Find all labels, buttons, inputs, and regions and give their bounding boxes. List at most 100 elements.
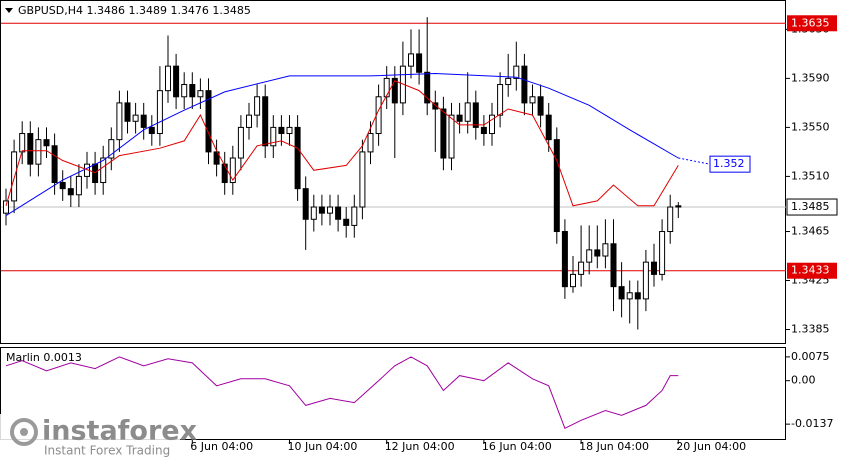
candle-body <box>505 77 512 86</box>
candle-body <box>489 114 495 135</box>
x-tick-label: 18 Jun 04:00 <box>579 440 649 453</box>
watermark: instaforex Instant Forex Trading <box>0 414 197 459</box>
candle-body <box>602 243 609 257</box>
candle-body <box>140 114 147 128</box>
candle-body <box>43 139 50 147</box>
candle-body <box>513 65 520 79</box>
candle-body <box>497 84 504 116</box>
candle-body <box>246 114 252 128</box>
level-label: 1.3635 <box>791 16 830 29</box>
candle-body <box>456 114 463 122</box>
candle-body <box>521 65 528 104</box>
main-panel-frame <box>0 0 786 344</box>
candle-body <box>173 65 180 98</box>
candle-body <box>383 77 390 98</box>
indicator-title: Marlin 0.0013 <box>6 351 82 364</box>
level-label-box <box>787 262 837 279</box>
candle-body <box>67 188 74 196</box>
candle-body <box>586 249 593 263</box>
candle-body <box>237 126 244 159</box>
y-tick-label: 1.3550 <box>791 120 830 133</box>
candle-body <box>553 139 560 233</box>
candle-body <box>221 163 228 184</box>
candle-body <box>578 261 585 275</box>
candle-body <box>594 249 601 257</box>
candle-body <box>359 151 366 208</box>
candle-body <box>561 231 568 288</box>
candle-body <box>416 53 423 73</box>
candle-body <box>278 126 285 135</box>
candle-body <box>618 286 625 300</box>
ma-projection <box>678 157 711 165</box>
watermark-tagline: Instant Forex Trading <box>44 444 170 458</box>
candle-body <box>343 218 350 226</box>
y-tick-label: 1.3510 <box>791 169 830 182</box>
candle-body <box>294 126 301 190</box>
candle-body <box>262 96 269 147</box>
candle-body <box>327 206 333 214</box>
candle-body <box>335 206 342 220</box>
candle-body <box>472 102 479 128</box>
candle-body <box>148 126 155 135</box>
candle-body <box>213 151 220 165</box>
watermark-logo-dot <box>20 428 28 436</box>
candle-body <box>197 90 204 98</box>
x-tick-label: 12 Jun 04:00 <box>385 440 455 453</box>
candle-body <box>651 261 657 275</box>
ma-label-box <box>709 155 751 173</box>
ma-label: 1.352 <box>713 157 745 170</box>
moving-average <box>5 72 679 217</box>
candle-body <box>448 114 455 159</box>
candle-body <box>424 71 431 104</box>
level-label: 1.3433 <box>791 264 830 277</box>
candle-body <box>667 206 674 233</box>
price-label-box <box>786 198 838 216</box>
candle-body <box>75 175 82 196</box>
candle-body <box>51 145 58 184</box>
x-tick-label: 10 Jun 04:00 <box>288 440 358 453</box>
watermark-brand: instaforex <box>42 416 197 447</box>
y-tick-label: 0.0075 <box>791 350 830 363</box>
y-tick-label: 0.00 <box>791 374 816 387</box>
candle-body <box>205 90 212 153</box>
candle-body <box>391 77 398 104</box>
candle-body <box>286 126 293 135</box>
candle-body <box>302 188 309 220</box>
price-label: 1.3485 <box>791 200 830 213</box>
candle-body <box>659 231 666 275</box>
candle-body <box>181 84 188 98</box>
candle-body <box>92 163 99 184</box>
candle-body <box>318 206 325 214</box>
candle-body <box>480 126 487 135</box>
candle-body <box>626 292 633 300</box>
plot-layer: 1.36301.35901.35501.35101.34651.34251.33… <box>1 15 838 453</box>
title-arrow <box>5 8 13 13</box>
watermark-logo <box>10 418 38 446</box>
chart-title: GBPUSD,H4 1.3486 1.3489 1.3476 1.3485 <box>18 4 251 17</box>
candle-body <box>35 139 42 165</box>
candle-body <box>408 53 414 67</box>
level-label-box <box>787 15 837 32</box>
y-tick-label: -0.0137 <box>791 417 833 430</box>
candle-body <box>432 102 439 110</box>
y-tick-label: 1.3465 <box>791 225 830 238</box>
candle-body <box>11 151 18 202</box>
candle-body <box>189 84 196 98</box>
candle-body <box>132 114 139 122</box>
candle-body <box>642 261 649 300</box>
candle-body <box>270 126 277 147</box>
moving-average <box>5 80 679 207</box>
candle-body <box>116 102 123 141</box>
candle-body <box>3 200 9 214</box>
x-tick-label: 6 Jun 04:00 <box>190 440 253 453</box>
candle-body <box>59 182 66 190</box>
candle-body <box>545 114 552 141</box>
candle-body <box>464 102 471 122</box>
candle-body <box>529 96 536 104</box>
candle-body <box>254 96 261 116</box>
candle-body <box>675 205 682 208</box>
y-tick-label: 1.3385 <box>791 323 830 336</box>
candle-body <box>570 273 576 288</box>
